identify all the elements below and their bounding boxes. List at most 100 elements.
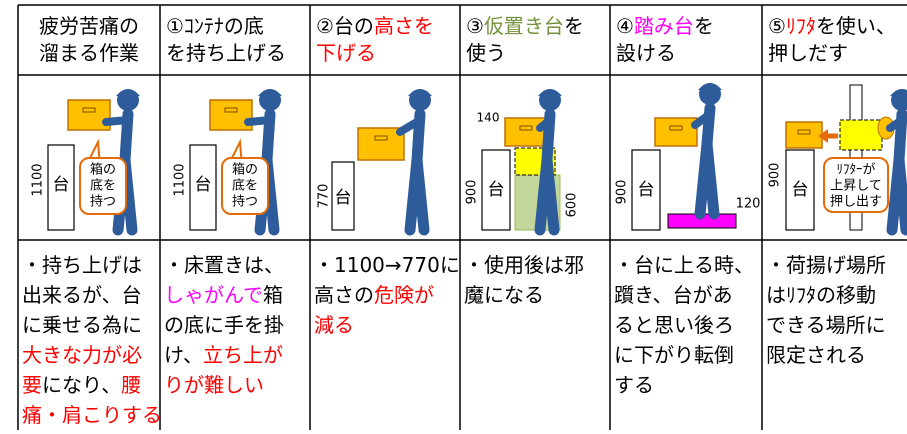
- person-arm: [396, 116, 424, 136]
- bubble: [79, 157, 127, 215]
- text-segment: 仮置き台: [483, 14, 564, 38]
- text-segment: ⑤: [768, 14, 786, 38]
- body-cell: ・使用後は邪 魔になる: [464, 250, 604, 310]
- person-cap: [408, 89, 432, 96]
- dimension-label: 1100: [173, 163, 188, 196]
- text-segment: ・台に上る時、: [614, 253, 754, 277]
- body-cell: ・1100→770に高さの危険が減る: [314, 250, 460, 340]
- text-segment: 要: [22, 373, 42, 397]
- text-segment: 溜まる作業: [39, 41, 139, 65]
- text-segment: ④: [616, 14, 634, 38]
- bubble-text: 持つ: [232, 195, 258, 210]
- text-line: 要になり、腰: [22, 370, 162, 400]
- text-segment: 下げる: [316, 41, 376, 65]
- dimension-label: 900: [465, 180, 480, 205]
- box-handle: [374, 135, 388, 141]
- box-handle: [224, 107, 238, 113]
- text-line: ①ｺﾝﾃﾅの底: [166, 13, 306, 40]
- text-line: する: [614, 370, 754, 400]
- person-body: [404, 108, 430, 236]
- dimension-label: 770: [317, 184, 332, 209]
- text-segment: 設ける: [616, 41, 676, 65]
- person-cap: [890, 89, 907, 96]
- text-segment: ②台の: [316, 14, 374, 38]
- text-segment: 魔になる: [464, 283, 544, 307]
- bubble-text: ﾘﾌﾀｰが: [836, 163, 875, 178]
- text-line: 使う: [466, 40, 606, 67]
- header-cell: ①ｺﾝﾃﾅの底 を持ち上げる: [166, 13, 306, 67]
- box: [654, 117, 698, 147]
- text-line: 魔になる: [464, 280, 604, 310]
- text-line: 疲労苦痛の: [18, 13, 160, 40]
- box-handle: [519, 125, 533, 131]
- text-line: を持ち上げる: [166, 40, 306, 67]
- text-segment: ﾘﾌﾀ: [785, 14, 816, 38]
- text-segment: 使う: [466, 41, 506, 65]
- text-segment: になり、: [42, 373, 122, 397]
- person-cap: [698, 83, 722, 90]
- text-segment: 減る: [314, 313, 354, 337]
- text-segment: 立ち上が: [203, 343, 283, 367]
- bubble-text: 押し出す: [830, 195, 882, 210]
- text-line: 高さの危険が: [314, 280, 454, 310]
- bubble-text: 底を: [90, 178, 116, 194]
- text-line: りが難しい: [164, 370, 304, 400]
- text-segment: に下がり転倒: [614, 343, 734, 367]
- dimension-label: 900: [615, 180, 630, 205]
- text-segment: 箱: [263, 283, 283, 307]
- bubble-text: 箱の: [232, 162, 258, 178]
- box: [209, 99, 253, 131]
- text-line: 設ける: [616, 40, 756, 67]
- bubble: [823, 157, 889, 213]
- text-segment: 危険が: [374, 283, 434, 307]
- header-cell: 疲労苦痛の溜まる作業: [18, 13, 160, 67]
- text-line: できる場所に: [766, 310, 906, 340]
- body-cell: ・台に上る時、 躓き、台があ ると思い後ろ に下がり転倒 する: [614, 250, 754, 400]
- dimension-label: 120: [736, 197, 761, 212]
- box-lifted: [839, 119, 883, 151]
- text-line: 限定される: [766, 340, 906, 370]
- text-segment: 疲労苦痛の: [39, 14, 139, 38]
- text-line: に乗せる為に: [22, 310, 162, 340]
- text-segment: 押しだす: [768, 41, 848, 65]
- text-segment: できる場所に: [766, 313, 886, 337]
- bubble-text: 上昇して: [830, 179, 882, 194]
- stand: [189, 144, 217, 231]
- text-line: 痛・肩こりする: [22, 400, 162, 430]
- stand-label: 台: [792, 180, 809, 200]
- text-segment: を: [563, 14, 584, 38]
- dimension-label: 140: [477, 111, 500, 125]
- person-cap: [538, 89, 562, 96]
- stand: [47, 144, 75, 231]
- text-line: しゃがんで箱: [164, 280, 304, 310]
- text-line: ②台の高さを: [316, 13, 456, 40]
- text-segment: りが難しい: [164, 373, 264, 397]
- box-handle: [82, 107, 96, 113]
- box-handle: [797, 129, 811, 135]
- header-cell: ⑤ﾘﾌﾀを使い、 押しだす: [768, 13, 907, 67]
- text-segment: ・荷揚げ場所: [766, 253, 886, 277]
- text-segment: ・1100→770に: [314, 253, 460, 277]
- body-cell: ・持ち上げは 出来るが、台 に乗せる為に 大きな力が必 要になり、腰 痛・肩こりする: [22, 250, 162, 430]
- box: [504, 117, 548, 147]
- stand-label: 台: [488, 180, 505, 200]
- text-segment: ・使用後は邪: [464, 253, 584, 277]
- stand: [631, 149, 661, 231]
- text-segment: の底に手を掛: [164, 313, 284, 337]
- text-segment: 腰: [121, 373, 142, 397]
- text-line: 減る: [314, 310, 454, 340]
- text-line: 大きな力が必: [22, 340, 162, 370]
- stand-label: 台: [335, 188, 352, 208]
- text-segment: 高さを: [373, 14, 434, 38]
- stand: [331, 161, 355, 231]
- text-line: ④踏み台を: [616, 13, 756, 40]
- text-line: に下がり転倒: [614, 340, 754, 370]
- text-segment: 出来るが、台: [22, 283, 142, 307]
- box-handle: [669, 125, 683, 131]
- dimension-label: 600: [565, 193, 580, 218]
- text-segment: 痛・肩こりする: [22, 403, 162, 427]
- person-cap: [258, 89, 282, 96]
- text-line: ・台に上る時、: [614, 250, 754, 280]
- box: [785, 121, 823, 149]
